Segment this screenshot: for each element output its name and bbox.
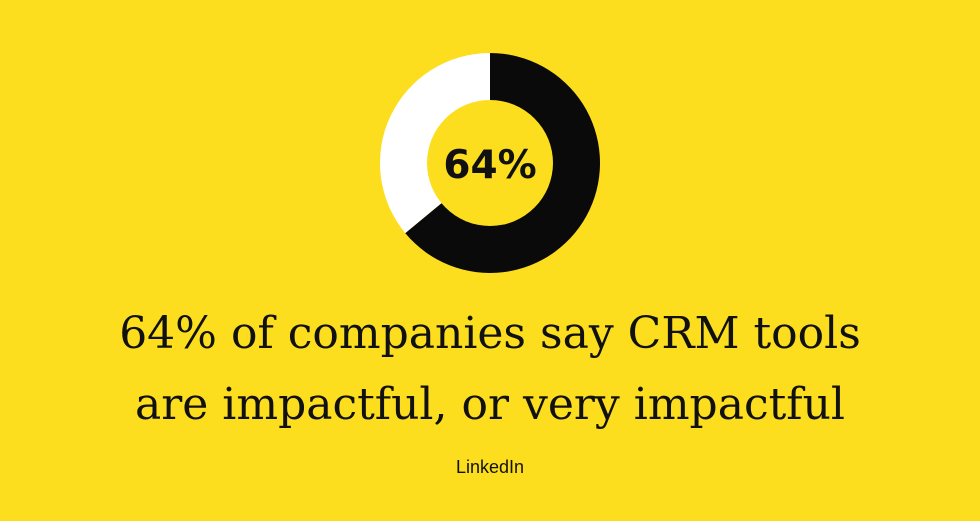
headline-line-2: are impactful, or very impactful — [135, 379, 845, 430]
headline-line-1: 64% of companies say CRM tools — [119, 308, 861, 359]
donut-hole — [427, 100, 553, 226]
donut-center-label: 64% — [443, 143, 536, 188]
source-label: LinkedIn — [455, 457, 525, 477]
donut-chart: 64% — [380, 53, 600, 273]
